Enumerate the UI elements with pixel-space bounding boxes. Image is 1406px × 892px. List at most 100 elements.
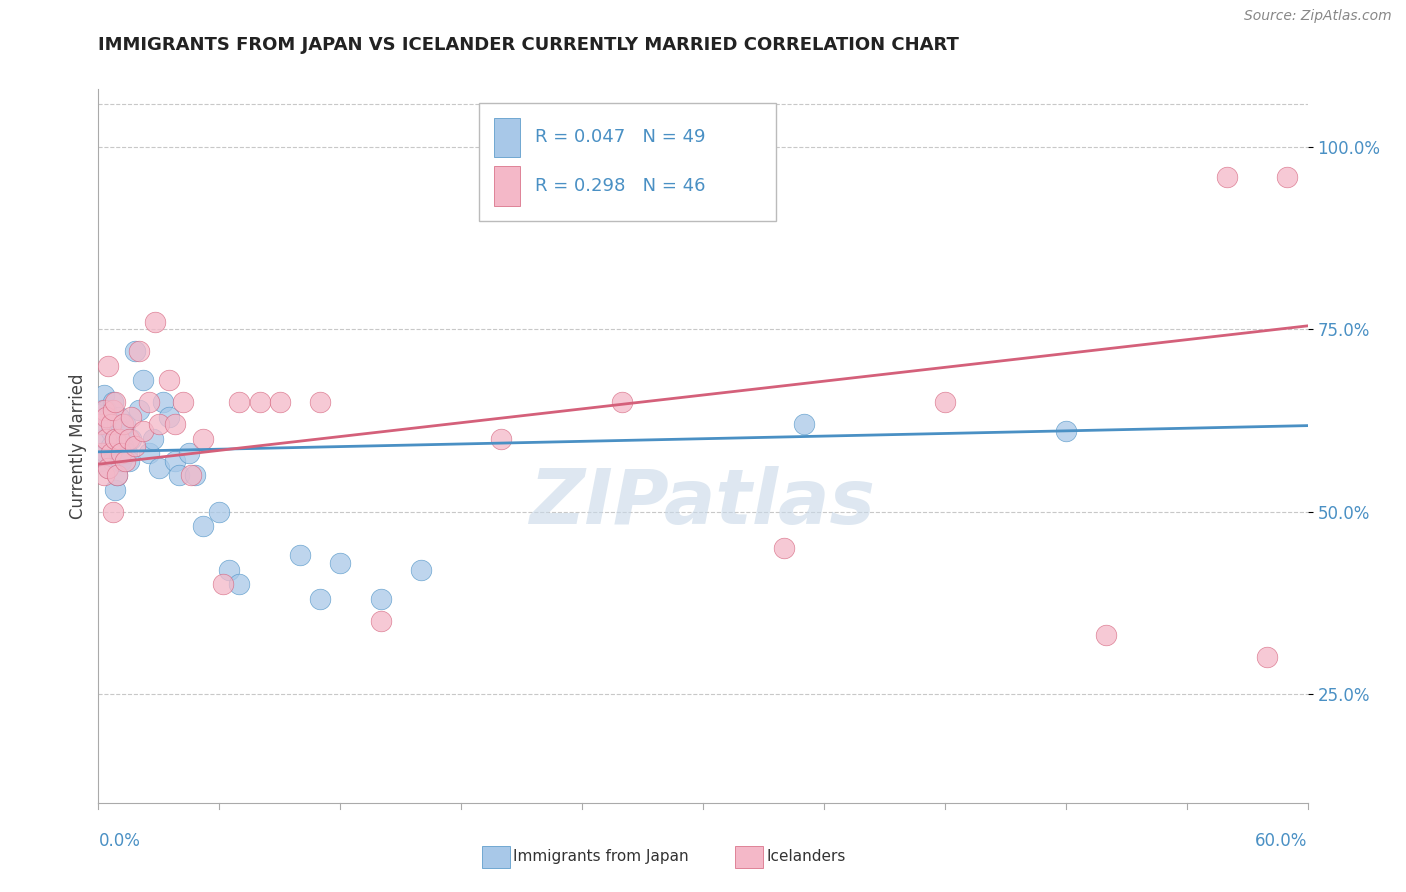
Point <box>152 395 174 409</box>
Point <box>110 425 132 439</box>
Text: R = 0.298   N = 46: R = 0.298 N = 46 <box>534 177 706 194</box>
Point <box>128 402 150 417</box>
Text: Immigrants from Japan: Immigrants from Japan <box>513 849 689 864</box>
Point <box>184 468 207 483</box>
Text: Source: ZipAtlas.com: Source: ZipAtlas.com <box>1244 9 1392 23</box>
Point <box>157 374 180 388</box>
Point <box>110 446 132 460</box>
Point <box>96 402 118 417</box>
Point <box>370 591 392 606</box>
Point <box>101 504 124 518</box>
Point <box>228 577 250 591</box>
Point <box>114 417 136 432</box>
Point <box>218 563 240 577</box>
Point <box>101 395 124 409</box>
Point <box>115 446 138 460</box>
Point <box>370 614 392 628</box>
Point <box>208 504 231 518</box>
Point <box>409 563 432 577</box>
Point <box>89 453 111 467</box>
Point <box>110 453 132 467</box>
Point <box>180 468 202 483</box>
Point <box>111 439 134 453</box>
Point <box>934 395 956 409</box>
Point <box>103 432 125 446</box>
Point <box>249 395 271 409</box>
Point <box>1216 169 1239 184</box>
Point <box>157 409 180 424</box>
Point <box>103 483 125 497</box>
Point <box>193 519 215 533</box>
Point <box>89 417 111 432</box>
Point <box>124 344 146 359</box>
Point <box>132 425 155 439</box>
Point <box>91 446 114 460</box>
Point <box>96 432 118 446</box>
Point <box>128 344 150 359</box>
Text: R = 0.047   N = 49: R = 0.047 N = 49 <box>534 128 706 146</box>
Bar <box>494 166 520 205</box>
Point <box>93 417 115 432</box>
Point <box>163 453 186 467</box>
Point <box>163 417 186 432</box>
Point <box>120 409 142 424</box>
Y-axis label: Currently Married: Currently Married <box>69 373 87 519</box>
Point <box>114 453 136 467</box>
Point <box>491 432 513 446</box>
Point <box>100 425 122 439</box>
Text: IMMIGRANTS FROM JAPAN VS ICELANDER CURRENTLY MARRIED CORRELATION CHART: IMMIGRANTS FROM JAPAN VS ICELANDER CURRE… <box>98 36 959 54</box>
Point <box>97 359 120 373</box>
Point <box>118 453 141 467</box>
Point <box>772 541 794 555</box>
Point <box>1277 169 1299 184</box>
Point <box>172 395 194 409</box>
Point <box>793 417 815 432</box>
Bar <box>494 118 520 157</box>
Point <box>143 315 166 329</box>
Point <box>148 460 170 475</box>
Point <box>97 460 120 475</box>
Point <box>120 432 142 446</box>
Point <box>107 409 129 424</box>
Point <box>103 432 125 446</box>
Point <box>142 432 165 446</box>
Text: Icelanders: Icelanders <box>766 849 845 864</box>
Point <box>1256 650 1278 665</box>
Point <box>96 446 118 460</box>
Point <box>105 468 128 483</box>
Point <box>107 432 129 446</box>
Text: 60.0%: 60.0% <box>1256 832 1308 850</box>
Point <box>193 432 215 446</box>
Point <box>138 446 160 460</box>
Point <box>101 402 124 417</box>
Point <box>1095 628 1118 642</box>
Point <box>309 591 332 606</box>
Point <box>167 468 190 483</box>
Point <box>91 402 114 417</box>
Point <box>100 417 122 432</box>
Point <box>269 395 291 409</box>
Point <box>111 417 134 432</box>
Text: ZIPatlas: ZIPatlas <box>530 467 876 540</box>
Point <box>309 395 332 409</box>
Text: 0.0%: 0.0% <box>98 832 141 850</box>
FancyBboxPatch shape <box>479 103 776 221</box>
Point <box>288 548 311 562</box>
Point <box>132 374 155 388</box>
Point <box>97 409 120 424</box>
Point <box>124 439 146 453</box>
Point <box>329 556 352 570</box>
Point <box>1054 425 1077 439</box>
Point <box>93 402 115 417</box>
Point <box>177 446 201 460</box>
Point <box>118 432 141 446</box>
Point <box>101 453 124 467</box>
Point <box>148 417 170 432</box>
Point <box>107 446 129 460</box>
Point <box>97 460 120 475</box>
Point <box>212 577 235 591</box>
Point <box>103 395 125 409</box>
Point <box>91 432 114 446</box>
Point <box>228 395 250 409</box>
Point <box>93 388 115 402</box>
